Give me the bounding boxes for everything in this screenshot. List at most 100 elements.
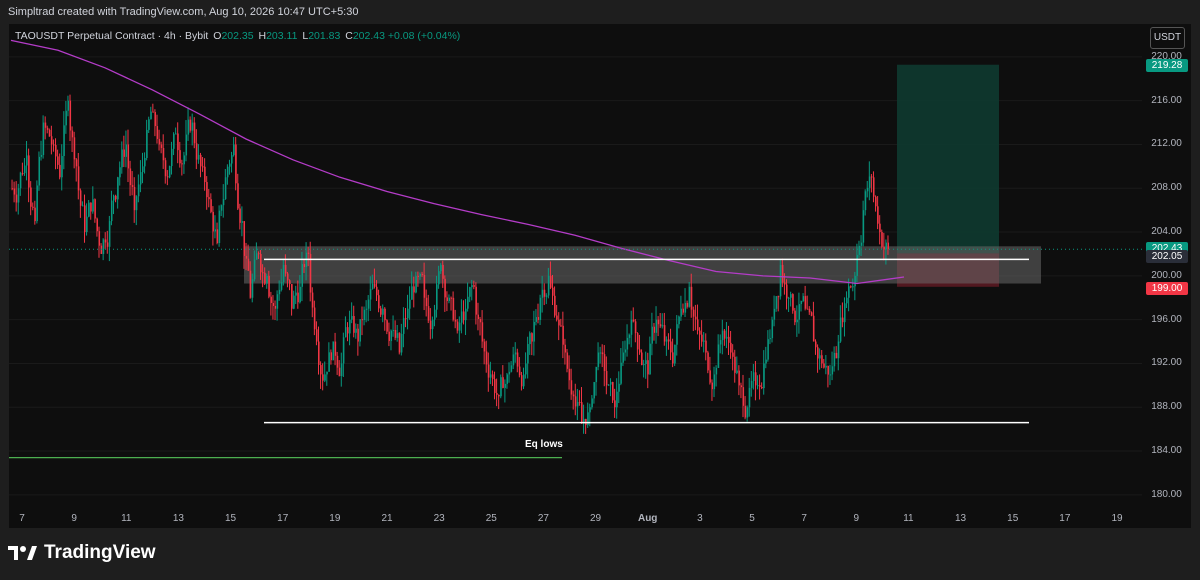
candle-body	[287, 273, 289, 281]
x-tick-label: 7	[801, 513, 807, 524]
candle-body	[624, 349, 627, 353]
candle-body	[390, 330, 393, 342]
candle-body	[467, 296, 469, 309]
currency-button[interactable]: USDT	[1150, 27, 1185, 49]
candle-body	[475, 286, 477, 315]
candle-body	[152, 111, 154, 113]
candle-body	[506, 374, 509, 384]
candle-body	[57, 156, 59, 165]
target-zone	[897, 64, 999, 254]
candle-body	[554, 295, 556, 316]
candle-body	[887, 242, 890, 250]
x-tick-label: 7	[19, 513, 25, 524]
candle-body	[121, 149, 123, 168]
candle-body	[877, 206, 879, 224]
candle-body	[94, 199, 96, 219]
candle-body	[858, 245, 861, 255]
candle-body	[773, 308, 776, 320]
candle-body	[583, 418, 585, 424]
x-tick-label: 9	[71, 513, 77, 524]
candle-body	[860, 242, 863, 246]
chart-area[interactable]: 180.00 184.00 188.00 192.00 196.00 200.00 204.…	[9, 24, 1191, 528]
candle-body	[102, 239, 105, 254]
candle-body	[204, 166, 206, 183]
candle-body	[626, 337, 629, 350]
candle-body	[717, 344, 720, 368]
candle-body	[835, 352, 838, 359]
candle-body	[123, 149, 125, 157]
candle-body	[699, 330, 701, 335]
candle-body	[361, 319, 364, 321]
candle-body	[231, 155, 233, 164]
candle-body	[523, 374, 525, 387]
candle-body	[628, 334, 631, 338]
candle-body	[421, 273, 424, 276]
price-chart[interactable]	[9, 24, 1191, 528]
candle-body	[603, 354, 606, 372]
candle-body	[810, 312, 813, 316]
candle-body	[318, 341, 320, 366]
candle-body	[187, 119, 190, 135]
candle-body	[707, 352, 709, 371]
candle-body	[862, 210, 865, 243]
candle-body	[680, 308, 682, 317]
candle-body	[50, 136, 53, 145]
x-tick-label: 11	[903, 513, 914, 524]
candle-body	[688, 286, 691, 307]
candle-body	[243, 221, 246, 256]
candle-body	[113, 195, 115, 201]
candle-body	[17, 188, 20, 203]
candle-body	[726, 336, 728, 339]
candle-body	[802, 296, 805, 302]
candle-body	[665, 339, 668, 342]
candle-body	[276, 294, 279, 309]
candle-body	[146, 129, 148, 158]
candle-body	[775, 296, 778, 309]
open-value: 202.35	[221, 30, 254, 42]
x-tick-label: 11	[121, 513, 132, 524]
candle-body	[558, 319, 560, 326]
candle-body	[841, 317, 844, 323]
candle-body	[436, 284, 438, 310]
change-value: +0.08 (+0.04%)	[387, 30, 461, 42]
candle-body	[821, 355, 823, 364]
candle-body	[400, 333, 403, 353]
candle-body	[616, 391, 618, 408]
candle-body	[783, 282, 786, 285]
candle-body	[765, 359, 767, 364]
candle-body	[581, 402, 583, 424]
candle-body	[181, 163, 183, 165]
candle-body	[788, 297, 790, 299]
candle-body	[549, 275, 552, 288]
low-label: L	[302, 30, 309, 42]
candle-body	[804, 296, 807, 309]
candle-body	[202, 166, 204, 168]
candle-body	[808, 308, 811, 313]
candle-body	[384, 308, 386, 321]
candle-body	[448, 297, 451, 302]
tradingview-logo[interactable]: TradingView	[8, 542, 156, 564]
candle-body	[183, 155, 185, 165]
candle-body	[316, 329, 318, 342]
candle-body	[806, 308, 809, 310]
candle-body	[32, 206, 34, 208]
candle-body	[423, 275, 426, 298]
price-axis[interactable]	[1142, 24, 1191, 528]
candle-body	[649, 343, 651, 375]
x-tick-label: 15	[225, 513, 237, 524]
candle-body	[668, 339, 670, 342]
y-tick-label: 216.00	[1151, 94, 1182, 106]
candle-body	[564, 344, 566, 353]
candle-body	[162, 147, 165, 161]
y-tick-label: 200.00	[1151, 269, 1182, 281]
candle-body	[732, 352, 734, 357]
candle-body	[755, 372, 757, 386]
candle-body	[26, 155, 28, 166]
candle-body	[108, 221, 111, 247]
candle-body	[237, 183, 239, 209]
open-label: O	[213, 30, 222, 42]
candle-body	[241, 221, 243, 223]
y-tick-label: 204.00	[1151, 226, 1182, 238]
candle-body	[767, 339, 769, 360]
candle-body	[798, 304, 800, 320]
